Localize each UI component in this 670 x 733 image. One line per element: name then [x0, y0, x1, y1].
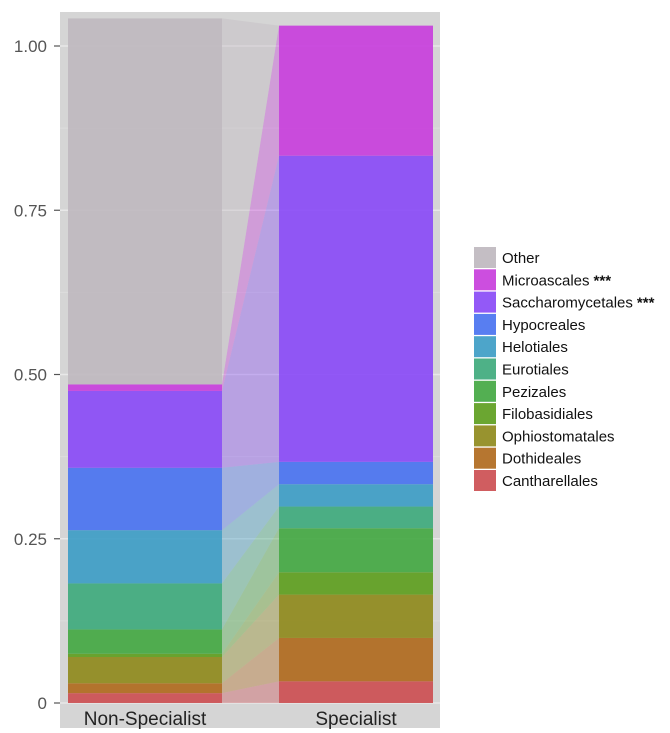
flow-hypocreales [222, 461, 279, 531]
flow-ophiostomatales [222, 594, 279, 684]
flow-microascales [222, 25, 279, 391]
legend-swatch [474, 403, 496, 425]
bar-segment-helotiales-specialist [279, 484, 433, 507]
bar-segment-microascales-non-specialist [68, 384, 222, 391]
bar-segment-cantharellales-specialist [279, 681, 433, 703]
legend-swatch [474, 358, 496, 380]
y-tick-label: 0.75 [14, 201, 47, 220]
legend-label: Helotiales [502, 339, 568, 356]
legend-label: Other [502, 250, 540, 267]
legend-swatch [474, 313, 496, 335]
bar-segment-pezizales-non-specialist [68, 629, 222, 654]
flow-pezizales [222, 528, 279, 654]
legend-item-ophiostomatales: Ophiostomatales [474, 425, 615, 447]
y-tick-label: 0.50 [14, 366, 47, 385]
bar-segment-ophiostomatales-non-specialist [68, 657, 222, 684]
bar-segment-saccharomycetales-non-specialist [68, 390, 222, 468]
significance-marker: *** [637, 295, 655, 312]
bar-segment-cantharellales-non-specialist [68, 693, 222, 703]
legend-item-cantharellales: Cantharellales [474, 470, 598, 491]
bar-segment-filobasidiales-specialist [279, 572, 433, 595]
bar-segment-microascales-specialist [279, 25, 433, 156]
legend-label: Microascales *** [502, 272, 611, 289]
bar-segment-ophiostomatales-specialist [279, 594, 433, 638]
bar-segment-dothideales-specialist [279, 637, 433, 682]
legend-item-helotiales: Helotiales [474, 336, 568, 358]
legend-swatch [474, 380, 496, 402]
legend-item-saccharomycetales: Saccharomycetales *** [474, 291, 655, 313]
bar-segment-eurotiales-specialist [279, 506, 433, 529]
legend-item-dothideales: Dothideales [474, 447, 581, 469]
flow-cantharellales [222, 681, 279, 703]
legend-item-pezizales: Pezizales [474, 380, 566, 402]
legend-swatch [474, 336, 496, 358]
legend-label: Cantharellales [502, 473, 598, 490]
y-tick-label: 1.00 [14, 37, 47, 56]
legend-item-microascales: Microascales *** [474, 269, 611, 291]
bar-segment-filobasidiales-non-specialist [68, 653, 222, 658]
y-tick-label: 0 [38, 694, 47, 713]
bars [68, 18, 433, 703]
legend-label: Filobasidiales [502, 406, 593, 423]
y-axis: 0 0.25 0.50 0.75 1.00 [14, 37, 60, 713]
legend-swatch [474, 425, 496, 447]
bar-segment-eurotiales-non-specialist [68, 583, 222, 630]
legend-swatch [474, 470, 496, 491]
flows [222, 18, 279, 703]
bar-segment-hypocreales-specialist [279, 461, 433, 485]
bar-segment-saccharomycetales-specialist [279, 155, 433, 462]
x-axis: Non-Specialist Specialist [84, 709, 398, 730]
legend-label: Saccharomycetales *** [502, 295, 655, 312]
legend-swatch [474, 269, 496, 291]
x-tick-label: Non-Specialist [84, 709, 207, 730]
legend-item-hypocreales: Hypocreales [474, 313, 585, 335]
flow-helotiales [222, 484, 279, 584]
x-tick-label: Specialist [315, 709, 397, 730]
legend-item-other: Other [474, 247, 540, 268]
legend-label: Eurotiales [502, 362, 569, 379]
bar-segment-hypocreales-non-specialist [68, 467, 222, 531]
flow-filobasidiales [222, 572, 279, 658]
legend: Other Microascales *** Saccharomycetales ***… [474, 247, 655, 491]
flow-saccharomycetales [222, 155, 279, 468]
legend-label: Hypocreales [502, 317, 585, 334]
bar-segment-helotiales-non-specialist [68, 530, 222, 584]
legend-label: Dothideales [502, 451, 581, 468]
legend-swatch [474, 247, 496, 268]
flow-eurotiales [222, 506, 279, 630]
y-tick-label: 0.25 [14, 530, 47, 549]
bar-segment-dothideales-non-specialist [68, 683, 222, 694]
significance-marker: *** [594, 272, 612, 289]
legend-swatch [474, 291, 496, 313]
bar-segment-other-non-specialist [68, 18, 222, 385]
legend-item-eurotiales: Eurotiales [474, 358, 569, 380]
legend-item-filobasidiales: Filobasidiales [474, 403, 593, 425]
flow-other [222, 18, 279, 385]
legend-label: Ophiostomatales [502, 428, 615, 445]
flow-dothideales [222, 637, 279, 694]
legend-swatch [474, 447, 496, 469]
legend-label: Pezizales [502, 384, 566, 401]
bar-segment-pezizales-specialist [279, 528, 433, 573]
